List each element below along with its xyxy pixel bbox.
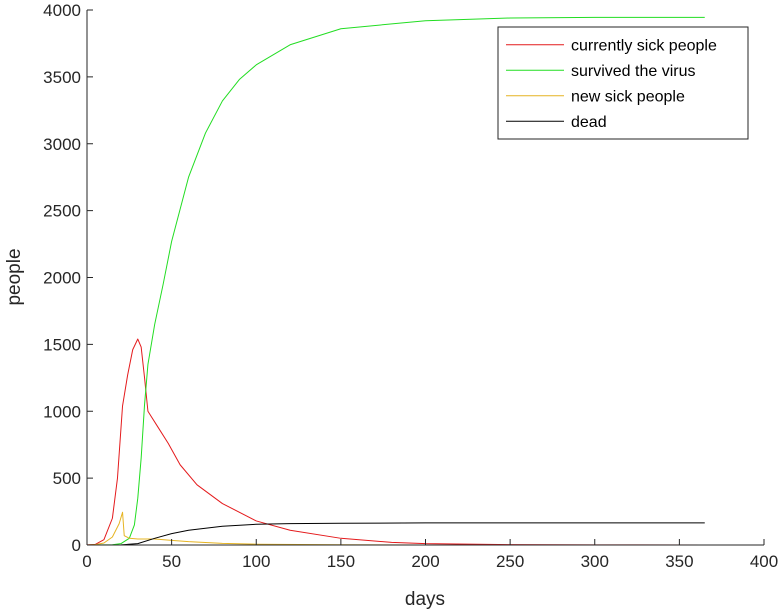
legend-label: survived the virus: [571, 63, 696, 80]
legend: currently sick people survived the virus n…: [497, 26, 749, 140]
x-tick-label: 300: [581, 552, 609, 571]
x-tick-label: 250: [496, 552, 524, 571]
x-tick-label: 350: [665, 552, 693, 571]
x-axis-label: days: [405, 589, 445, 610]
y-tick-label: 1500: [43, 335, 81, 354]
x-tick-label: 400: [750, 552, 778, 571]
y-axis-label: people: [4, 248, 25, 305]
series-line-1: [86, 338, 705, 546]
x-tick-label: 100: [242, 552, 270, 571]
x-tick-label: 200: [411, 552, 439, 571]
legend-label: new sick people: [571, 88, 685, 105]
series-layer: [86, 16, 705, 546]
series-line-3: [86, 511, 705, 546]
y-tick-label: 3000: [43, 135, 81, 154]
y-tick-label: 0: [72, 536, 81, 555]
y-tick-label: 4000: [43, 1, 81, 20]
legend-label: dead: [571, 114, 607, 131]
x-tick-label: 50: [162, 552, 181, 571]
series-line-4: [86, 522, 705, 546]
y-tick-label: 2500: [43, 202, 81, 221]
y-tick-label: 500: [53, 469, 81, 488]
ticks-layer: 0 50 100 150 200 250 300 350 4000500100015002000…: [43, 1, 778, 571]
x-tick-label: 0: [82, 552, 91, 571]
y-tick-label: 2000: [43, 269, 81, 288]
series-line-2: [86, 16, 705, 546]
legend-label: currently sick people: [571, 37, 717, 54]
y-tick-label: 1000: [43, 402, 81, 421]
y-tick-label: 3500: [43, 68, 81, 87]
x-tick-label: 150: [327, 552, 355, 571]
legend-box: [497, 26, 749, 140]
